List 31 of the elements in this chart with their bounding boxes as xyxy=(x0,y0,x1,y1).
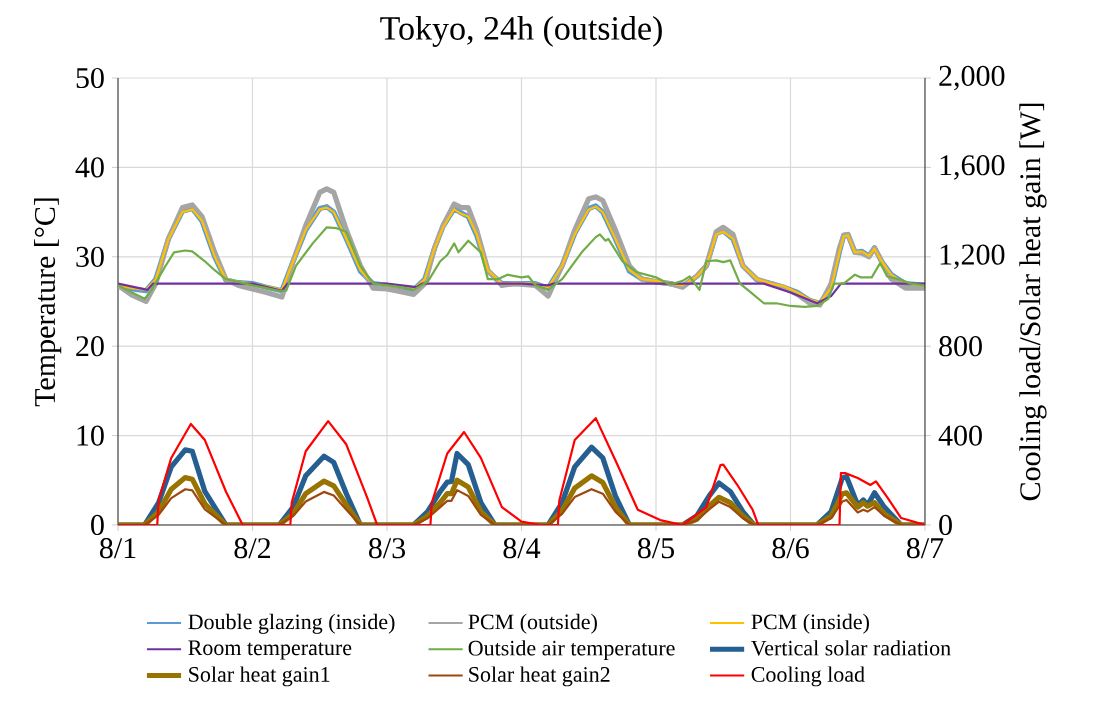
legend-label: Room temperature xyxy=(188,640,352,660)
chart-title: Tokyo, 24h (outside) xyxy=(380,16,662,47)
x-tick-label: 8/3 xyxy=(368,538,405,559)
legend-label: Cooling load xyxy=(751,666,865,687)
legend-label: Outside air temperature xyxy=(468,640,675,661)
y-tick-label: 30 xyxy=(76,246,104,267)
legend-label: Solar heat gain1 xyxy=(189,666,330,687)
x-tick-label: 8/6 xyxy=(772,538,809,559)
x-tick-label: 8/7 xyxy=(906,538,944,559)
legend-label: Double glazing (inside) xyxy=(188,613,395,634)
legend-label: PCM (outside) xyxy=(468,613,597,634)
y-tick-label: 0 xyxy=(91,514,104,536)
x-tick-label: 8/1 xyxy=(99,538,136,559)
y2-tick-label: 1,200 xyxy=(940,244,1005,270)
y-tick-label: 10 xyxy=(77,425,104,446)
y2-tick-label: 2,000 xyxy=(939,65,1005,91)
y-tick-label: 50 xyxy=(76,67,104,89)
y-tick-label: 40 xyxy=(75,157,104,178)
y2-tick-label: 1,600 xyxy=(940,155,1005,180)
legend-label: Solar heat gain2 xyxy=(469,666,610,687)
y2-tick-label: 800 xyxy=(939,336,982,357)
x-tick-label: 8/5 xyxy=(637,538,674,559)
x-tick-label: 8/2 xyxy=(234,538,271,559)
y-tick-label: 20 xyxy=(76,336,104,357)
y2-tick-label: 400 xyxy=(938,425,982,446)
x-tick-label: 8/4 xyxy=(503,538,541,559)
legend-label: PCM (inside) xyxy=(751,613,869,634)
y-axis-title: Temperature [°C] xyxy=(34,198,62,407)
y2-axis-title: Cooling load/Solar heat gain [W] xyxy=(1019,103,1047,501)
y2-tick-label: 0 xyxy=(939,514,952,536)
legend-label: Vertical solar radiation xyxy=(751,640,951,656)
